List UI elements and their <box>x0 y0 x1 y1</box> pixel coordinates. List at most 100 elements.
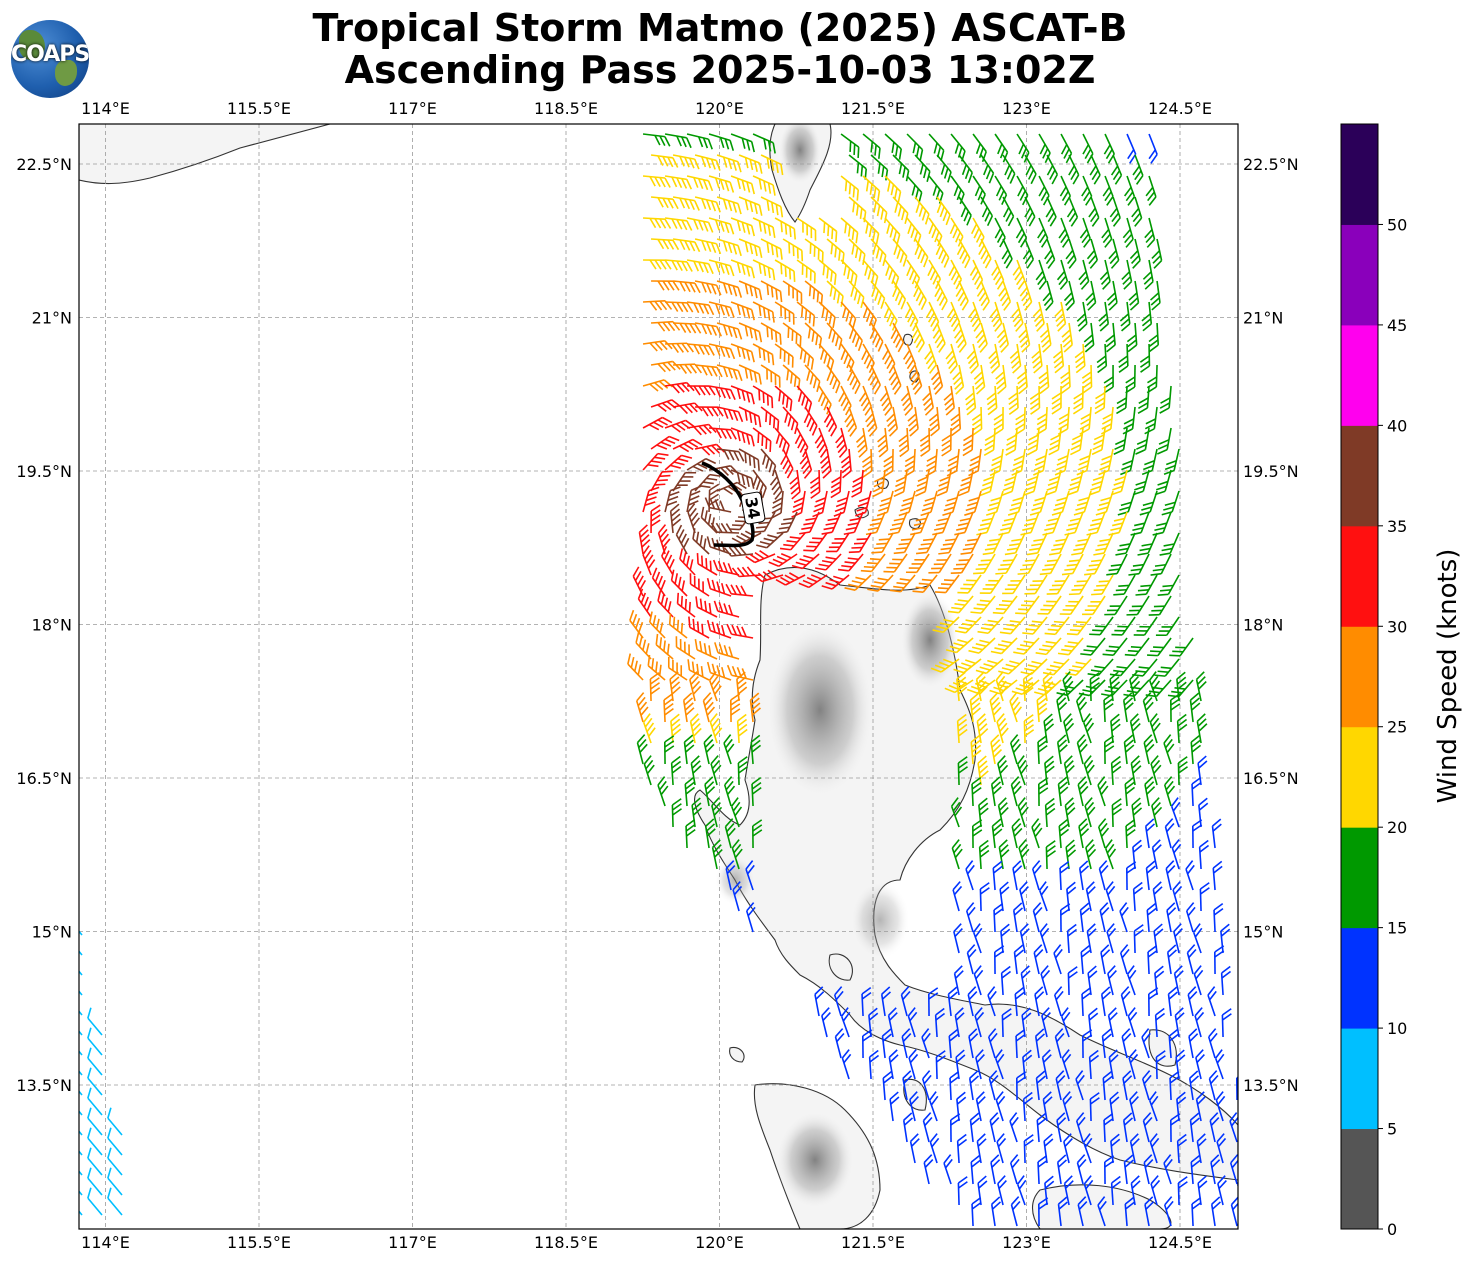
colorbar-segment <box>1341 927 1378 1029</box>
wind-barb <box>1063 755 1075 786</box>
wind-barb <box>1044 1175 1055 1206</box>
wind-barb <box>818 301 836 328</box>
wind-barb <box>870 154 889 181</box>
wind-barb <box>737 756 748 786</box>
wind-barb <box>1133 616 1158 636</box>
wind-barb <box>999 616 1026 635</box>
wind-barb <box>848 322 863 352</box>
wind-barb <box>1063 280 1075 311</box>
lon-tick-label: 118.5°E <box>534 99 598 118</box>
wind-barb <box>1009 1154 1020 1185</box>
wind-barb <box>898 427 910 458</box>
wind-barb <box>726 623 754 639</box>
wind-barb <box>980 154 995 184</box>
wind-barb <box>1208 1070 1219 1101</box>
wind-barb <box>635 692 649 723</box>
colorbar-segment <box>1341 224 1378 326</box>
wind-barb <box>953 923 963 954</box>
wind-barb <box>1137 532 1158 556</box>
wind-barb <box>1195 1091 1206 1122</box>
wind-barb <box>736 713 748 744</box>
wind-barb <box>1055 1070 1066 1101</box>
wind-barb <box>782 280 803 304</box>
wind-barb <box>638 524 651 555</box>
wind-barb <box>1057 1196 1068 1227</box>
wind-barb <box>774 217 797 240</box>
wind-barb <box>672 238 701 253</box>
wind-barb <box>1130 755 1142 786</box>
wind-barb <box>858 385 872 416</box>
wind-barb <box>924 343 937 374</box>
wind-barb <box>1089 1092 1100 1122</box>
wind-barb <box>1039 923 1050 954</box>
wind-barb <box>1221 1008 1232 1038</box>
wind-barb <box>1098 301 1110 332</box>
wind-barb <box>1010 776 1022 807</box>
wind-barb <box>1031 343 1043 374</box>
wind-barb <box>1151 797 1163 828</box>
colorbar-tick-label: 45 <box>1387 316 1407 335</box>
wind-barb <box>880 986 892 1017</box>
wind-barb <box>708 175 735 193</box>
wind-barb <box>1012 259 1026 290</box>
wind-barb <box>943 385 956 416</box>
wind-barb <box>934 280 948 311</box>
wind-barb <box>1085 280 1097 311</box>
wind-barb <box>1148 322 1160 353</box>
wind-barb <box>791 553 820 570</box>
colorbar-tick-label: 20 <box>1387 818 1407 837</box>
wind-barb <box>664 381 695 394</box>
wind-barb <box>1177 756 1188 786</box>
wind-barb <box>1062 1091 1073 1122</box>
wind-barb <box>642 340 673 352</box>
wind-barb <box>1002 196 1015 227</box>
wind-barb <box>686 175 714 192</box>
wind-barb <box>1075 1112 1086 1143</box>
wind-barb <box>1032 301 1045 332</box>
wind-barb <box>1046 574 1070 595</box>
wind-barb <box>867 574 894 592</box>
wind-barb <box>1096 343 1108 374</box>
wind-barb <box>970 595 996 614</box>
wind-barb <box>1124 637 1150 657</box>
wind-barb <box>716 406 744 423</box>
lon-tick-label: 120°E <box>695 99 744 118</box>
wind-barb <box>1045 840 1056 870</box>
wind-barb <box>986 385 998 416</box>
wind-barb <box>730 217 755 237</box>
wind-barb <box>1018 839 1030 870</box>
map-plot-area: 34 <box>79 124 1238 1229</box>
wind-barb <box>712 559 740 576</box>
wind-barb <box>838 553 864 572</box>
wind-barb <box>752 217 776 238</box>
colorbar-label: Wind Speed (knots) <box>1433 549 1463 804</box>
wind-barb <box>1122 1070 1133 1101</box>
wind-barb <box>860 553 886 573</box>
wind-barb <box>949 1070 960 1101</box>
wind-barb <box>708 217 735 235</box>
wind-barb <box>855 427 868 458</box>
wind-barb <box>865 406 878 437</box>
wind-barb <box>1101 217 1113 248</box>
wind-barb <box>978 839 990 870</box>
wind-barb <box>1187 986 1198 1017</box>
wind-barb <box>935 238 950 268</box>
wind-barb <box>760 322 782 345</box>
wind-barb <box>1051 385 1062 415</box>
wind-barb <box>957 574 982 594</box>
wind-barb <box>1024 196 1036 227</box>
wind-barb <box>1159 385 1172 414</box>
wind-barb <box>782 364 801 391</box>
wind-barb <box>1060 133 1073 164</box>
lon-tick-label: 123°E <box>1002 99 1051 118</box>
wind-barb <box>906 259 921 289</box>
wind-barb <box>1001 1008 1012 1038</box>
wind-barb <box>1207 986 1217 1017</box>
wind-barb <box>1132 839 1143 870</box>
wind-barb <box>694 280 722 296</box>
wind-barb <box>966 343 979 374</box>
wind-barb <box>1109 1091 1120 1122</box>
wind-barb <box>956 238 971 269</box>
wind-barb <box>1152 881 1163 912</box>
wind-barb <box>629 609 644 639</box>
